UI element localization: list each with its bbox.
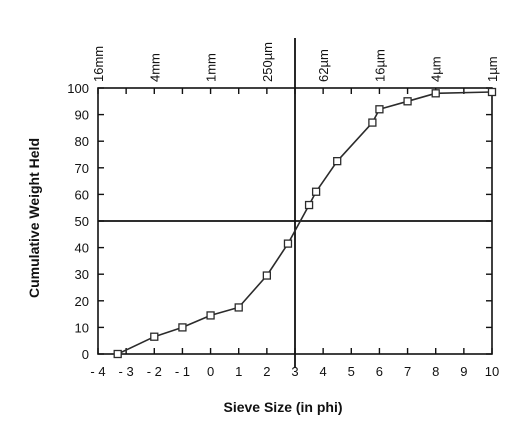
top-axis-label: 62µm xyxy=(316,49,331,82)
x-tick-label: 0 xyxy=(207,364,214,379)
y-tick-label: 100 xyxy=(67,81,89,96)
data-point-marker xyxy=(206,311,215,320)
x-tick-label: - 4 xyxy=(90,364,105,379)
y-tick-label: 10 xyxy=(75,320,89,335)
y-tick-label: 50 xyxy=(75,214,89,229)
x-tick-label: 4 xyxy=(320,364,327,379)
top-axis-label: 1mm xyxy=(204,53,219,82)
x-tick-label: 10 xyxy=(485,364,499,379)
y-axis-title: Cumulative Weight Held xyxy=(26,138,42,298)
data-point-marker xyxy=(150,332,159,341)
top-axis-label: 4µm xyxy=(429,56,444,82)
x-axis-title: Sieve Size (in phi) xyxy=(223,399,342,415)
x-tick-label: 5 xyxy=(348,364,355,379)
data-point-marker xyxy=(375,105,384,114)
data-point-marker xyxy=(304,200,314,210)
y-tick-label: 40 xyxy=(75,241,89,256)
x-tick-label: - 3 xyxy=(119,364,134,379)
x-tick-label: 7 xyxy=(404,364,411,379)
top-axis-label: 16µm xyxy=(372,49,387,82)
top-axis-label: 250µm xyxy=(260,42,275,82)
data-point-marker xyxy=(234,303,243,312)
data-point-marker xyxy=(178,323,187,332)
y-tick-label: 90 xyxy=(75,108,89,123)
data-point-marker xyxy=(487,87,497,97)
data-point-marker xyxy=(368,118,377,127)
x-tick-label: 8 xyxy=(432,364,439,379)
x-tick-label: 1 xyxy=(235,364,242,379)
y-tick-label: 80 xyxy=(75,134,89,149)
data-point-marker xyxy=(262,271,272,280)
data-point-marker xyxy=(431,89,440,98)
top-axis-label: 1µm xyxy=(485,56,500,82)
y-tick-label: 20 xyxy=(75,294,89,309)
data-point-marker xyxy=(311,187,321,196)
data-point-marker xyxy=(333,156,342,166)
data-point-marker xyxy=(113,349,122,359)
y-tick-label: 60 xyxy=(75,187,89,202)
data-point-marker xyxy=(403,97,412,106)
x-tick-label: 9 xyxy=(460,364,467,379)
x-tick-label: - 2 xyxy=(147,364,162,379)
x-tick-label: 2 xyxy=(263,364,270,379)
data-point-marker xyxy=(283,239,293,248)
y-tick-label: 70 xyxy=(75,161,89,176)
top-axis-label: 16mm xyxy=(91,46,106,82)
y-tick-label: 30 xyxy=(75,267,89,282)
x-tick-label: 3 xyxy=(291,364,298,379)
x-tick-label: 6 xyxy=(376,364,383,379)
top-axis-label: 4mm xyxy=(147,53,162,82)
y-tick-label: 0 xyxy=(82,347,89,362)
x-tick-label: - 1 xyxy=(175,364,190,379)
series-line xyxy=(117,91,493,355)
